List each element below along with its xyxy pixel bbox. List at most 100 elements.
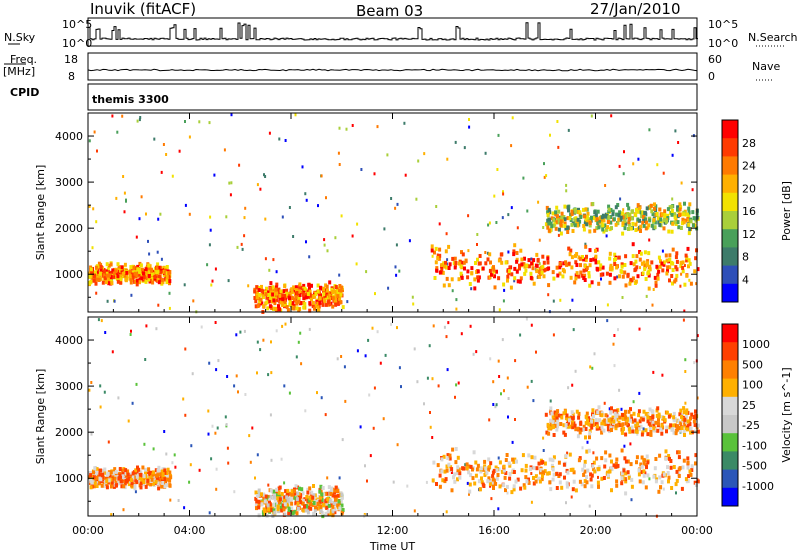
power-feature-cell bbox=[142, 275, 146, 279]
power-feature-cell bbox=[489, 260, 492, 265]
velocity-feature-cell bbox=[325, 503, 329, 508]
power-feature-cell bbox=[623, 270, 627, 275]
power-feature-cell bbox=[546, 256, 550, 261]
velocity-scatter-cell bbox=[372, 426, 375, 430]
power-feature-cell bbox=[260, 301, 264, 306]
power-feature-cell bbox=[107, 273, 111, 278]
power-feature-cell bbox=[613, 262, 617, 266]
power-scatter-cell bbox=[184, 203, 187, 207]
power-feature-cell bbox=[570, 255, 574, 260]
velocity-feature-cell bbox=[511, 457, 515, 462]
power-feature-cell bbox=[306, 289, 310, 294]
velocity-feature-cell bbox=[628, 427, 631, 432]
power-feature-cell bbox=[131, 275, 135, 280]
power-scatter-cell bbox=[436, 253, 439, 257]
power-feature-cell bbox=[614, 257, 617, 261]
velocity-feature-cell bbox=[291, 511, 295, 516]
velocity-feature-cell bbox=[682, 410, 686, 415]
power-ytick-label: 3000 bbox=[55, 176, 83, 189]
power-feature-cell bbox=[451, 256, 455, 261]
velocity-feature-cell bbox=[295, 511, 299, 516]
power-feature-cell bbox=[288, 299, 292, 304]
power-feature-cell bbox=[608, 272, 612, 277]
velocity-scatter-cell bbox=[248, 434, 251, 438]
power-feature-cell bbox=[668, 253, 672, 258]
power-feature-cell bbox=[541, 264, 545, 269]
velocity-feature-cell bbox=[286, 491, 290, 496]
power-feature-cell bbox=[523, 271, 527, 276]
velocity-colorbar-label: Velocity [m s^-1] bbox=[780, 367, 793, 462]
velocity-feature-cell bbox=[268, 502, 272, 507]
velocity-feature-cell bbox=[615, 417, 619, 422]
power-feature-cell bbox=[577, 274, 581, 279]
power-feature-cell bbox=[643, 250, 647, 255]
velocity-feature-cell bbox=[584, 427, 588, 431]
velocity-feature-cell bbox=[629, 407, 632, 412]
power-scatter-cell bbox=[121, 114, 124, 118]
power-feature-cell bbox=[575, 252, 579, 256]
power-feature-cell bbox=[634, 213, 638, 218]
power-scatter-cell bbox=[671, 153, 674, 157]
power-feature-cell bbox=[594, 248, 597, 253]
power-scatter-cell bbox=[168, 291, 171, 295]
velocity-feature-cell bbox=[134, 468, 138, 473]
power-feature-cell bbox=[685, 258, 689, 263]
velocity-feature-cell bbox=[627, 475, 631, 480]
power-feature-cell bbox=[477, 275, 481, 280]
velocity-feature-cell bbox=[298, 486, 301, 491]
power-feature-cell bbox=[329, 291, 333, 296]
power-scatter-cell bbox=[671, 197, 674, 201]
velocity-feature-cell bbox=[139, 481, 143, 486]
power-feature-cell bbox=[318, 300, 322, 305]
power-feature-cell bbox=[302, 296, 306, 300]
power-scatter-cell bbox=[476, 233, 479, 236]
velocity-scatter-cell bbox=[675, 491, 677, 495]
velocity-feature-cell bbox=[123, 481, 127, 486]
power-feature-cell bbox=[647, 273, 651, 278]
power-feature-cell bbox=[678, 213, 681, 217]
velocity-scatter-cell bbox=[225, 423, 228, 427]
power-feature-cell bbox=[274, 285, 278, 290]
power-feature-cell bbox=[272, 298, 276, 303]
power-feature-cell bbox=[259, 297, 263, 302]
power-scatter-cell bbox=[445, 232, 448, 236]
velocity-scatter-cell bbox=[597, 475, 599, 479]
velocity-feature-cell bbox=[556, 409, 560, 414]
velocity-feature-cell bbox=[287, 508, 291, 512]
velocity-feature-cell bbox=[456, 465, 460, 470]
power-feature-cell bbox=[548, 217, 551, 222]
velocity-feature-cell bbox=[609, 410, 613, 415]
power-scatter-cell bbox=[516, 226, 519, 230]
power-scatter-cell bbox=[183, 283, 186, 287]
velocity-feature-cell bbox=[686, 460, 690, 465]
velocity-feature-cell bbox=[257, 499, 261, 504]
power-feature-cell bbox=[628, 281, 632, 286]
velocity-feature-cell bbox=[512, 470, 516, 474]
velocity-feature-cell bbox=[660, 480, 664, 485]
velocity-feature-cell bbox=[294, 484, 298, 489]
power-feature-cell bbox=[543, 267, 547, 272]
power-scatter-cell bbox=[573, 217, 576, 221]
velocity-feature-cell bbox=[601, 419, 605, 424]
velocity-feature-cell bbox=[612, 409, 616, 414]
power-feature-cell bbox=[512, 252, 516, 257]
velocity-scatter-cell bbox=[122, 508, 125, 512]
power-feature-cell bbox=[558, 261, 562, 266]
power-feature-cell bbox=[453, 265, 457, 270]
power-feature-cell bbox=[327, 291, 331, 296]
power-feature-cell bbox=[121, 271, 125, 276]
velocity-feature-cell bbox=[92, 470, 95, 475]
velocity-feature-cell bbox=[260, 502, 264, 507]
velocity-feature-cell bbox=[148, 470, 152, 475]
power-feature-cell bbox=[662, 226, 666, 231]
velocity-feature-cell bbox=[121, 475, 125, 480]
power-feature-cell bbox=[609, 208, 613, 212]
power-feature-cell bbox=[522, 262, 526, 267]
velocity-feature-cell bbox=[540, 477, 544, 482]
power-feature-cell bbox=[574, 209, 578, 214]
velocity-feature-cell bbox=[129, 478, 133, 483]
power-scatter-cell bbox=[165, 153, 168, 156]
power-feature-cell bbox=[331, 290, 335, 294]
velocity-feature-cell bbox=[313, 508, 317, 513]
velocity-scatter-cell bbox=[243, 329, 246, 333]
